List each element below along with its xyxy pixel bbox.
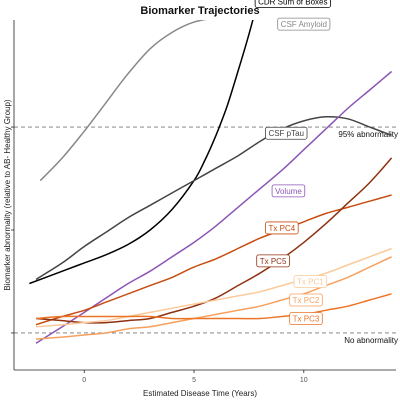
series-line-tx-pc4 [35,194,392,326]
reference-label-no-abnormality: No abnormality [344,336,398,345]
series-label-box-volume [271,184,306,198]
series-line-tx-pc2 [35,256,392,340]
series-label-tx-pc3: Tx PC3 [289,312,323,325]
series-line-tx-pc5 [35,157,393,324]
series-label-tx-pc1: Tx PC1 [293,275,328,288]
series-label-box-cdr-sum-of-boxes [254,0,331,8]
series-label-box-csf-amyloid [277,17,331,31]
series-label-tx-pc5: Tx PC5 [256,254,290,268]
series-label-box-tx-pc5 [256,254,290,268]
series-label-text-tx-pc3: Tx PC3 [293,315,320,324]
series-label-text-tx-pc5: Tx PC5 [260,257,287,266]
reference-lines: 95% abnormality No abnormality [14,126,398,345]
series-label-text-volume: Volume [275,187,302,196]
series-label-cdr-sum-of-boxes: CDR Sum of Boxes [254,0,331,8]
chart-title: Biomarker Trajectories [140,5,259,17]
reference-label-95-abnormality: 95% abnormality [338,130,398,139]
series-lines [29,20,393,344]
x-tick-label: 10 [300,377,308,384]
series-label-box-tx-pc1 [293,275,328,288]
series-label-box-csf-ptau [265,126,308,140]
series-label-tx-pc4: Tx PC4 [265,221,299,235]
series-label-text-tx-pc2: Tx PC2 [293,296,320,305]
series-label-text-cdr-sum-of-boxes: CDR Sum of Boxes [258,0,327,6]
series-label-box-tx-pc2 [289,293,323,307]
series-label-volume: Volume [271,184,306,198]
series-label-csf-amyloid: CSF Amyloid [277,17,331,31]
axes: 0 5 10 [11,20,396,384]
series-line-tx-pc3 [35,293,392,320]
series-label-box-tx-pc4 [265,221,299,235]
series-label-csf-ptau: CSF pTau [265,126,308,140]
x-tick-label: 0 [82,377,86,384]
series-label-tx-pc2: Tx PC2 [289,293,323,307]
x-axis-title: Estimated Disease Time (Years) [143,389,257,398]
series-line-csf-ptau [35,115,392,281]
series-line-tx-pc1 [35,247,392,328]
series-line-volume [35,70,393,344]
series-label-box-tx-pc3 [289,312,323,325]
series-label-text-tx-pc1: Tx PC1 [297,277,324,286]
series-line-cdr-sum-of-boxes [29,20,254,285]
series-label-text-csf-ptau: CSF pTau [268,129,304,138]
y-axis-title: Biomarker abnormality (relative to AB- H… [3,99,12,291]
series-label-text-tx-pc4: Tx PC4 [269,224,296,233]
x-tick-label: 5 [192,377,196,384]
series-labels: CDR Sum of Boxes CSF Amyloid CSF pTau Volum… [254,0,331,325]
series-line-csf-amyloid [39,20,207,182]
series-label-text-csf-amyloid: CSF Amyloid [281,20,327,29]
